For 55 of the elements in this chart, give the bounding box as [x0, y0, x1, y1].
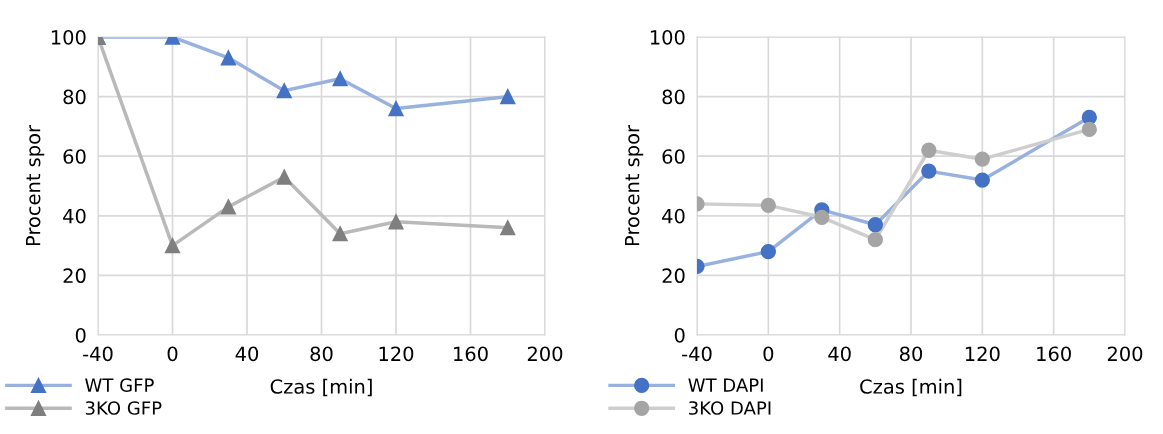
y-tick-label: 60	[63, 149, 86, 164]
x-tick-label: -40	[682, 346, 712, 362]
x-tick-label: 200	[527, 346, 563, 362]
x-tick-label: 200	[1107, 346, 1143, 362]
y-tick-label: 0	[674, 327, 685, 343]
point	[388, 214, 404, 230]
y-tick-label: 20	[662, 268, 685, 284]
y-axis-title: Procent spor	[26, 125, 45, 246]
point	[867, 232, 883, 248]
point	[500, 220, 516, 236]
y-tick-label: 80	[63, 89, 86, 105]
y-tick-label: 20	[63, 268, 86, 284]
point	[921, 163, 937, 179]
point	[332, 71, 348, 87]
x-tick-label: 80	[899, 346, 923, 362]
point	[1081, 121, 1097, 138]
point	[276, 83, 292, 99]
x-tick-label: -40	[83, 346, 113, 362]
y-tick-label: 0	[75, 327, 86, 343]
point	[220, 50, 237, 66]
x-tick-label: 0	[763, 346, 774, 362]
y-tick-label: 100	[650, 29, 685, 45]
y-axis-title: Procent spor	[625, 125, 644, 246]
point	[760, 197, 776, 214]
point	[974, 172, 990, 188]
x-tick-label: 40	[828, 346, 851, 362]
point	[332, 226, 348, 242]
point	[500, 88, 516, 105]
legend-label: WT DAPI	[688, 378, 763, 392]
x-tick-label: 160	[1037, 346, 1071, 362]
x-axis-title: Czas [min]	[860, 378, 962, 397]
point	[974, 151, 990, 167]
point	[276, 169, 292, 185]
point	[388, 100, 404, 117]
point	[921, 142, 937, 158]
legend-label: WT GFP	[85, 378, 154, 392]
x-tick-label: 40	[235, 346, 259, 362]
y-tick-label: 40	[63, 208, 86, 224]
x-tick-label: 160	[454, 346, 488, 362]
y-tick-label: 80	[662, 89, 685, 105]
y-tick-label: 60	[662, 149, 685, 164]
x-axis-title: Czas [min]	[270, 378, 372, 397]
point	[220, 199, 237, 215]
x-tick-label: 120	[965, 346, 1000, 362]
point	[867, 217, 883, 233]
x-tick-label: 120	[379, 346, 414, 362]
legend-label: 3KO DAPI	[689, 401, 771, 415]
y-tick-label: 40	[662, 208, 685, 224]
x-tick-label: 80	[310, 346, 333, 362]
point	[814, 209, 830, 225]
x-tick-label: 0	[167, 346, 178, 362]
y-tick-label: 100	[51, 29, 86, 45]
legend-label: 3KO GFP	[85, 401, 162, 415]
point	[760, 243, 776, 260]
point	[164, 237, 181, 254]
